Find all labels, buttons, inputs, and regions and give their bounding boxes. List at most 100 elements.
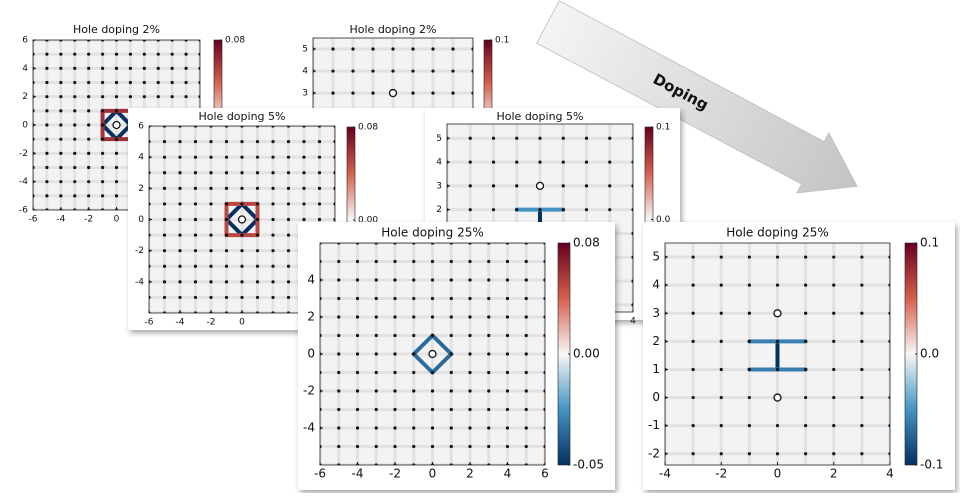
lattice-site (491, 136, 496, 140)
y-tick-label: 1 (652, 362, 660, 376)
lattice-site (374, 296, 378, 301)
lattice-site (73, 95, 77, 99)
lattice-site (162, 280, 167, 284)
lattice-site (374, 278, 378, 282)
lattice-site (584, 136, 589, 140)
lattice-site (393, 407, 397, 412)
lattice-site (468, 407, 472, 412)
lattice-site (393, 333, 397, 338)
lattice-site (505, 278, 510, 282)
lattice-site (747, 339, 751, 343)
lattice-site (412, 389, 416, 393)
lattice-site (449, 426, 453, 430)
lattice-site (505, 315, 510, 319)
lattice-site (355, 278, 360, 282)
lattice-site (209, 217, 213, 222)
y-tick-label: 6 (138, 122, 144, 132)
lattice-site (524, 259, 528, 264)
x-tick-label: -2 (84, 215, 93, 225)
lattice-site (487, 333, 491, 338)
lattice-site (691, 311, 695, 315)
panel-title: Hole doping 5% (199, 110, 286, 123)
lattice-site (832, 339, 836, 343)
plot-content (665, 243, 890, 465)
lattice-site (374, 426, 378, 430)
lattice-site (747, 255, 751, 259)
x-tick-label: 4 (886, 467, 894, 481)
x-tick-label: -6 (29, 215, 38, 225)
y-tick-label: 4 (436, 158, 442, 168)
lattice-site (271, 249, 275, 253)
lattice-site (775, 283, 780, 287)
lattice-site (468, 296, 472, 301)
lattice-site (271, 217, 275, 222)
lattice-site (286, 171, 291, 175)
lattice-site (860, 339, 864, 343)
lattice-site (302, 186, 306, 190)
lattice-site (209, 202, 213, 206)
x-tick-label: -2 (389, 467, 401, 481)
lattice-site (255, 186, 260, 190)
lattice-site (524, 444, 528, 449)
lattice-site (449, 296, 453, 301)
lattice-site (162, 186, 167, 190)
lattice-site (505, 352, 510, 356)
lattice-site (162, 171, 167, 175)
lattice-site (371, 91, 375, 95)
lattice-site (449, 407, 453, 412)
lattice-site (286, 264, 291, 268)
lattice-site (271, 139, 275, 144)
lattice-site (100, 165, 105, 170)
lattice-site (719, 367, 723, 372)
y-tick-label: 5 (436, 134, 442, 144)
lattice-site (59, 194, 63, 198)
bond (100, 108, 119, 127)
lattice-site (45, 66, 49, 70)
y-tick-label: 4 (652, 278, 660, 292)
x-tick-label: -2 (715, 467, 727, 481)
lattice-site (178, 249, 182, 253)
lattice-site (412, 444, 416, 449)
lattice-site (468, 208, 472, 212)
lattice-site (271, 295, 275, 300)
y-tick-label: -6 (19, 206, 28, 216)
lattice-site (371, 47, 375, 51)
lattice-site (524, 352, 528, 356)
lattice-site (608, 136, 612, 140)
lattice-site (337, 315, 341, 319)
lattice-site (747, 452, 751, 456)
lattice-site (162, 139, 167, 144)
lattice-site (193, 139, 198, 144)
lattice-site (860, 283, 864, 287)
lattice-site (487, 315, 491, 319)
x-tick-label: -2 (207, 318, 216, 328)
lattice-site (691, 283, 695, 287)
lattice-site (391, 69, 395, 73)
lattice-site (775, 339, 780, 343)
lattice-site (193, 264, 198, 268)
lattice-site (337, 426, 341, 430)
lattice-site (561, 184, 565, 188)
lattice-site (240, 249, 244, 253)
lattice-site (515, 136, 519, 140)
lattice-site (505, 259, 510, 264)
hole (237, 215, 247, 224)
lattice-site (337, 333, 341, 338)
lattice-site (73, 194, 77, 198)
lattice-site (87, 180, 91, 184)
lattice-site (691, 367, 695, 372)
lattice-site (302, 171, 306, 175)
lattice-site (193, 155, 198, 159)
lattice-site (374, 370, 378, 375)
arrow-shape (536, 0, 858, 194)
lattice-site (374, 389, 378, 393)
lattice-site (271, 233, 275, 237)
y-tick-label: 0 (138, 215, 144, 225)
lattice-site (355, 296, 360, 301)
lattice-site (45, 123, 49, 127)
lattice-site (860, 311, 864, 315)
lattice-site (240, 155, 244, 159)
lattice-site (804, 339, 808, 343)
x-tick-label: -4 (659, 467, 671, 481)
lattice-site (505, 426, 510, 430)
